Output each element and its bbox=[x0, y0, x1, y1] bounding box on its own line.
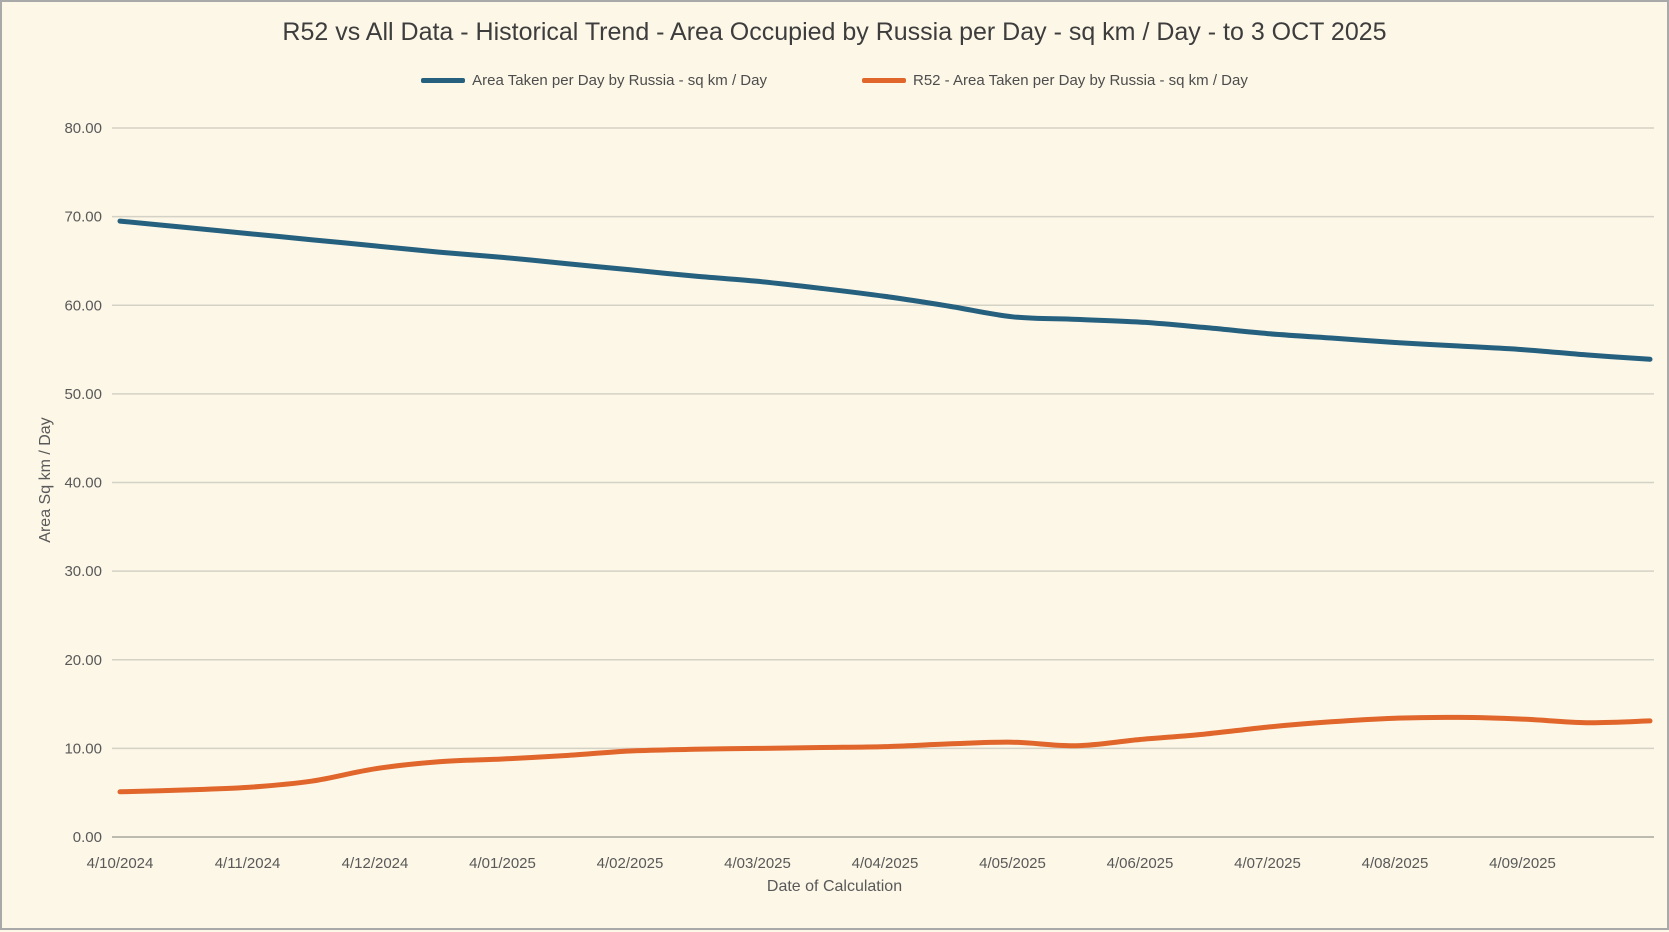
y-axis-tick-label: 50.00 bbox=[64, 386, 102, 403]
legend-label-all-data: Area Taken per Day by Russia - sq km / D… bbox=[472, 72, 767, 89]
legend-label-r52: R52 - Area Taken per Day by Russia - sq … bbox=[912, 72, 1248, 89]
x-axis-title: Date of Calculation bbox=[766, 878, 903, 895]
series-line-0 bbox=[117, 218, 1653, 362]
x-axis-tick-label: 4/09/2025 bbox=[1489, 855, 1556, 872]
x-axis-tick-label: 4/11/2024 bbox=[215, 855, 281, 872]
x-axis-tick-label: 4/02/2025 bbox=[597, 855, 664, 872]
series-line-1 bbox=[117, 714, 1653, 795]
y-axis-tick-label: 0.00 bbox=[73, 829, 102, 846]
x-axis-tick-label: 4/05/2025 bbox=[979, 855, 1046, 872]
y-axis-tick-label: 20.00 bbox=[64, 652, 102, 669]
y-axis-tick-label: 80.00 bbox=[64, 120, 102, 137]
x-axis-tick-label: 4/04/2025 bbox=[852, 855, 919, 872]
x-axis-tick-label: 4/06/2025 bbox=[1107, 855, 1174, 872]
chart-title: R52 vs All Data - Historical Trend - Are… bbox=[282, 18, 1387, 46]
x-axis-tick-label: 4/07/2025 bbox=[1234, 855, 1301, 872]
legend-line-swatch-r52 bbox=[861, 78, 906, 83]
y-axis-tick-label: 30.00 bbox=[64, 563, 102, 580]
legend: Area Taken per Day by Russia - sq km / D… bbox=[2, 72, 1667, 89]
legend-item-r52: R52 - Area Taken per Day by Russia - sq … bbox=[861, 72, 1248, 89]
x-axis-tick-label: 4/01/2025 bbox=[469, 855, 536, 872]
y-axis-tick-label: 40.00 bbox=[64, 475, 102, 492]
legend-item-all-data: Area Taken per Day by Russia - sq km / D… bbox=[421, 72, 767, 89]
x-axis-tick-label: 4/12/2024 bbox=[342, 855, 409, 872]
legend-line-swatch-all-data bbox=[421, 78, 466, 83]
y-axis-tick-label: 10.00 bbox=[64, 740, 102, 757]
x-axis-tick-label: 4/08/2025 bbox=[1362, 855, 1429, 872]
y-axis-title: Area Sq km / Day bbox=[37, 417, 54, 543]
y-axis-tick-label: 60.00 bbox=[64, 297, 102, 314]
x-axis-tick-label: 4/03/2025 bbox=[724, 855, 791, 872]
x-axis-tick-label: 4/10/2024 bbox=[87, 855, 154, 872]
y-axis-tick-label: 70.00 bbox=[64, 209, 102, 226]
